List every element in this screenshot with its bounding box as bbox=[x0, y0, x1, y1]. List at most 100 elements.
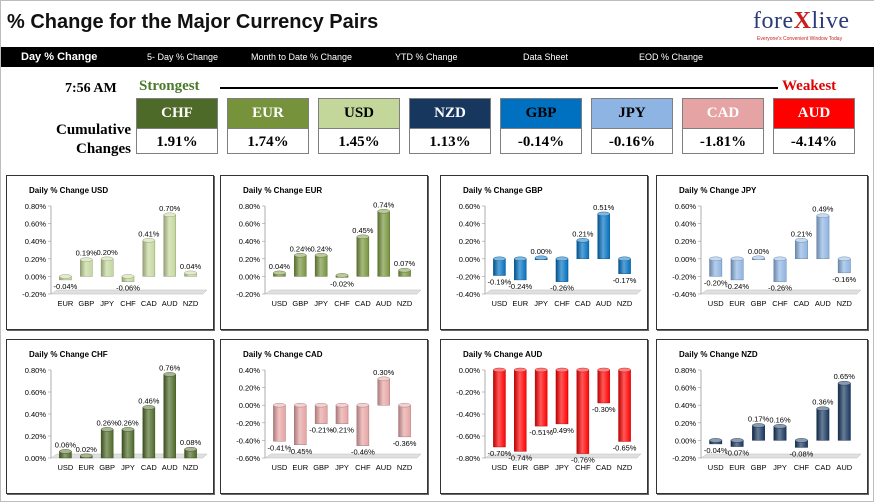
chart-title: Daily % Change JPY bbox=[679, 186, 757, 195]
currency-cumulative-value: 1.91% bbox=[137, 128, 217, 154]
bar-aud bbox=[163, 374, 176, 459]
data-label: 0.24% bbox=[290, 244, 312, 253]
chart-floor bbox=[700, 289, 862, 295]
chart-panel-aud: Daily % Change AUD -0.80% -0.60% -0.40% -0.2… bbox=[440, 339, 648, 494]
bar-cap bbox=[597, 367, 610, 373]
data-label: -0.06% bbox=[116, 284, 140, 293]
bar-cap bbox=[752, 255, 765, 261]
x-tick-label: CAD bbox=[596, 463, 612, 472]
bar-aud bbox=[377, 211, 390, 277]
bar-cap bbox=[356, 402, 370, 408]
y-tick-label: 0.00% bbox=[675, 436, 697, 445]
chart-jpy: Daily % Change JPY -0.40% -0.20% 0.00% 0.20%… bbox=[672, 186, 862, 308]
bar-cap bbox=[398, 268, 411, 273]
bar-cap bbox=[80, 257, 93, 262]
y-tick-label: 0.40% bbox=[239, 366, 261, 375]
x-tick-label: GBP bbox=[533, 463, 549, 472]
data-label: 0.00% bbox=[748, 247, 770, 256]
nav-eod-change[interactable]: EOD % Change bbox=[639, 52, 704, 62]
data-label: -0.76% bbox=[571, 456, 595, 465]
chart-panel-nzd: Daily % Change NZD -0.20% 0.00% 0.20% 0.40% 0… bbox=[656, 339, 868, 494]
bar-cap bbox=[730, 256, 744, 262]
x-tick-label: EUR bbox=[292, 463, 308, 472]
bar-cap bbox=[356, 234, 370, 239]
x-tick-label: CAD bbox=[794, 299, 810, 308]
bar-jpy bbox=[314, 255, 328, 277]
bar-cap bbox=[273, 402, 286, 408]
bar-cap bbox=[837, 256, 851, 262]
y-tick-label: 0.20% bbox=[239, 255, 261, 264]
data-label: 0.08% bbox=[180, 438, 202, 447]
bar-cap bbox=[377, 376, 390, 381]
nav-5day-change[interactable]: 5- Day % Change bbox=[147, 52, 219, 62]
y-tick-label: 0.80% bbox=[25, 202, 47, 211]
x-tick-label: JPY bbox=[555, 463, 569, 472]
y-tick-label: -0.40% bbox=[236, 436, 260, 445]
data-label: 0.45% bbox=[352, 226, 374, 235]
x-tick-label: CHF bbox=[794, 463, 810, 472]
currency-tile-3: NZD 1.13% bbox=[409, 98, 491, 154]
x-tick-label: JPY bbox=[534, 299, 548, 308]
y-tick-label: -0.40% bbox=[456, 410, 480, 419]
data-label: -0.30% bbox=[592, 405, 616, 414]
data-label: -0.21% bbox=[330, 426, 354, 435]
x-tick-label: EUR bbox=[512, 463, 528, 472]
data-label: -0.49% bbox=[550, 426, 574, 435]
bar-usd bbox=[709, 258, 723, 277]
y-tick-label: 0.40% bbox=[675, 220, 697, 229]
y-tick-label: -0.80% bbox=[456, 454, 480, 463]
bar-cap bbox=[493, 256, 506, 262]
bar-cap bbox=[142, 405, 156, 410]
bar-cap bbox=[576, 367, 590, 373]
bar-cap bbox=[377, 209, 390, 214]
bar-eur bbox=[514, 258, 527, 281]
x-tick-label: EUR bbox=[729, 463, 745, 472]
x-tick-label: GBP bbox=[292, 299, 308, 308]
nav-ytd-change[interactable]: YTD % Change bbox=[395, 52, 458, 62]
cumulative-label-line2: Changes bbox=[75, 141, 131, 157]
chart-cad: Daily % Change CAD -0.60% -0.40% -0.20% 0.00… bbox=[236, 350, 422, 472]
y-tick-label: 0.80% bbox=[239, 202, 261, 211]
weakest-label: Weakest bbox=[782, 78, 837, 94]
bar-cap bbox=[335, 402, 349, 408]
y-tick-label: 0.20% bbox=[239, 384, 261, 393]
data-label: 0.51% bbox=[593, 203, 615, 212]
cumulative-changes-label: Cumulative Changes bbox=[31, 121, 131, 159]
currency-tile-1: EUR 1.74% bbox=[227, 98, 309, 154]
data-label: 0.04% bbox=[180, 262, 202, 271]
forexlive-logo[interactable]: foreXlive Everyone's Convenient Window T… bbox=[749, 8, 861, 44]
y-tick-label: -0.60% bbox=[456, 432, 480, 441]
currency-name: JPY bbox=[592, 99, 672, 128]
y-tick-label: -0.20% bbox=[236, 419, 260, 428]
bar-cap bbox=[618, 367, 631, 373]
logo-text-post: live bbox=[811, 8, 850, 34]
bar-cap bbox=[597, 211, 610, 217]
bar-usd bbox=[493, 258, 506, 276]
nav-mtd-change[interactable]: Month to Date % Change bbox=[251, 52, 353, 62]
data-label: 0.21% bbox=[572, 229, 594, 238]
data-label: 0.49% bbox=[812, 205, 834, 214]
bar-gbp bbox=[752, 425, 765, 441]
x-tick-label: GBP bbox=[313, 463, 329, 472]
x-tick-label: CAD bbox=[141, 463, 157, 472]
chart-floor bbox=[264, 453, 422, 459]
data-label: 0.26% bbox=[97, 418, 119, 427]
data-label: 0.16% bbox=[769, 415, 791, 424]
bar-aud bbox=[837, 383, 851, 441]
y-tick-label: 0.60% bbox=[25, 388, 47, 397]
nav-day-change[interactable]: Day % Change bbox=[21, 51, 98, 63]
chart-title: Daily % Change NZD bbox=[679, 350, 758, 359]
y-tick-label: 0.00% bbox=[675, 255, 697, 264]
data-label: -0.16% bbox=[832, 275, 856, 284]
y-tick-label: 0.60% bbox=[25, 220, 47, 229]
nav-data-sheet[interactable]: Data Sheet bbox=[523, 52, 569, 62]
y-tick-label: 0.20% bbox=[675, 237, 697, 246]
bar-cap bbox=[80, 453, 93, 459]
y-tick-label: -0.40% bbox=[456, 290, 480, 299]
y-tick-label: 0.00% bbox=[25, 454, 47, 463]
chart-title: Daily % Change CHF bbox=[29, 350, 108, 359]
y-tick-label: 0.60% bbox=[675, 202, 697, 211]
y-tick-label: 0.60% bbox=[239, 220, 261, 229]
bar-cad bbox=[142, 240, 156, 277]
x-tick-label: JPY bbox=[773, 463, 787, 472]
